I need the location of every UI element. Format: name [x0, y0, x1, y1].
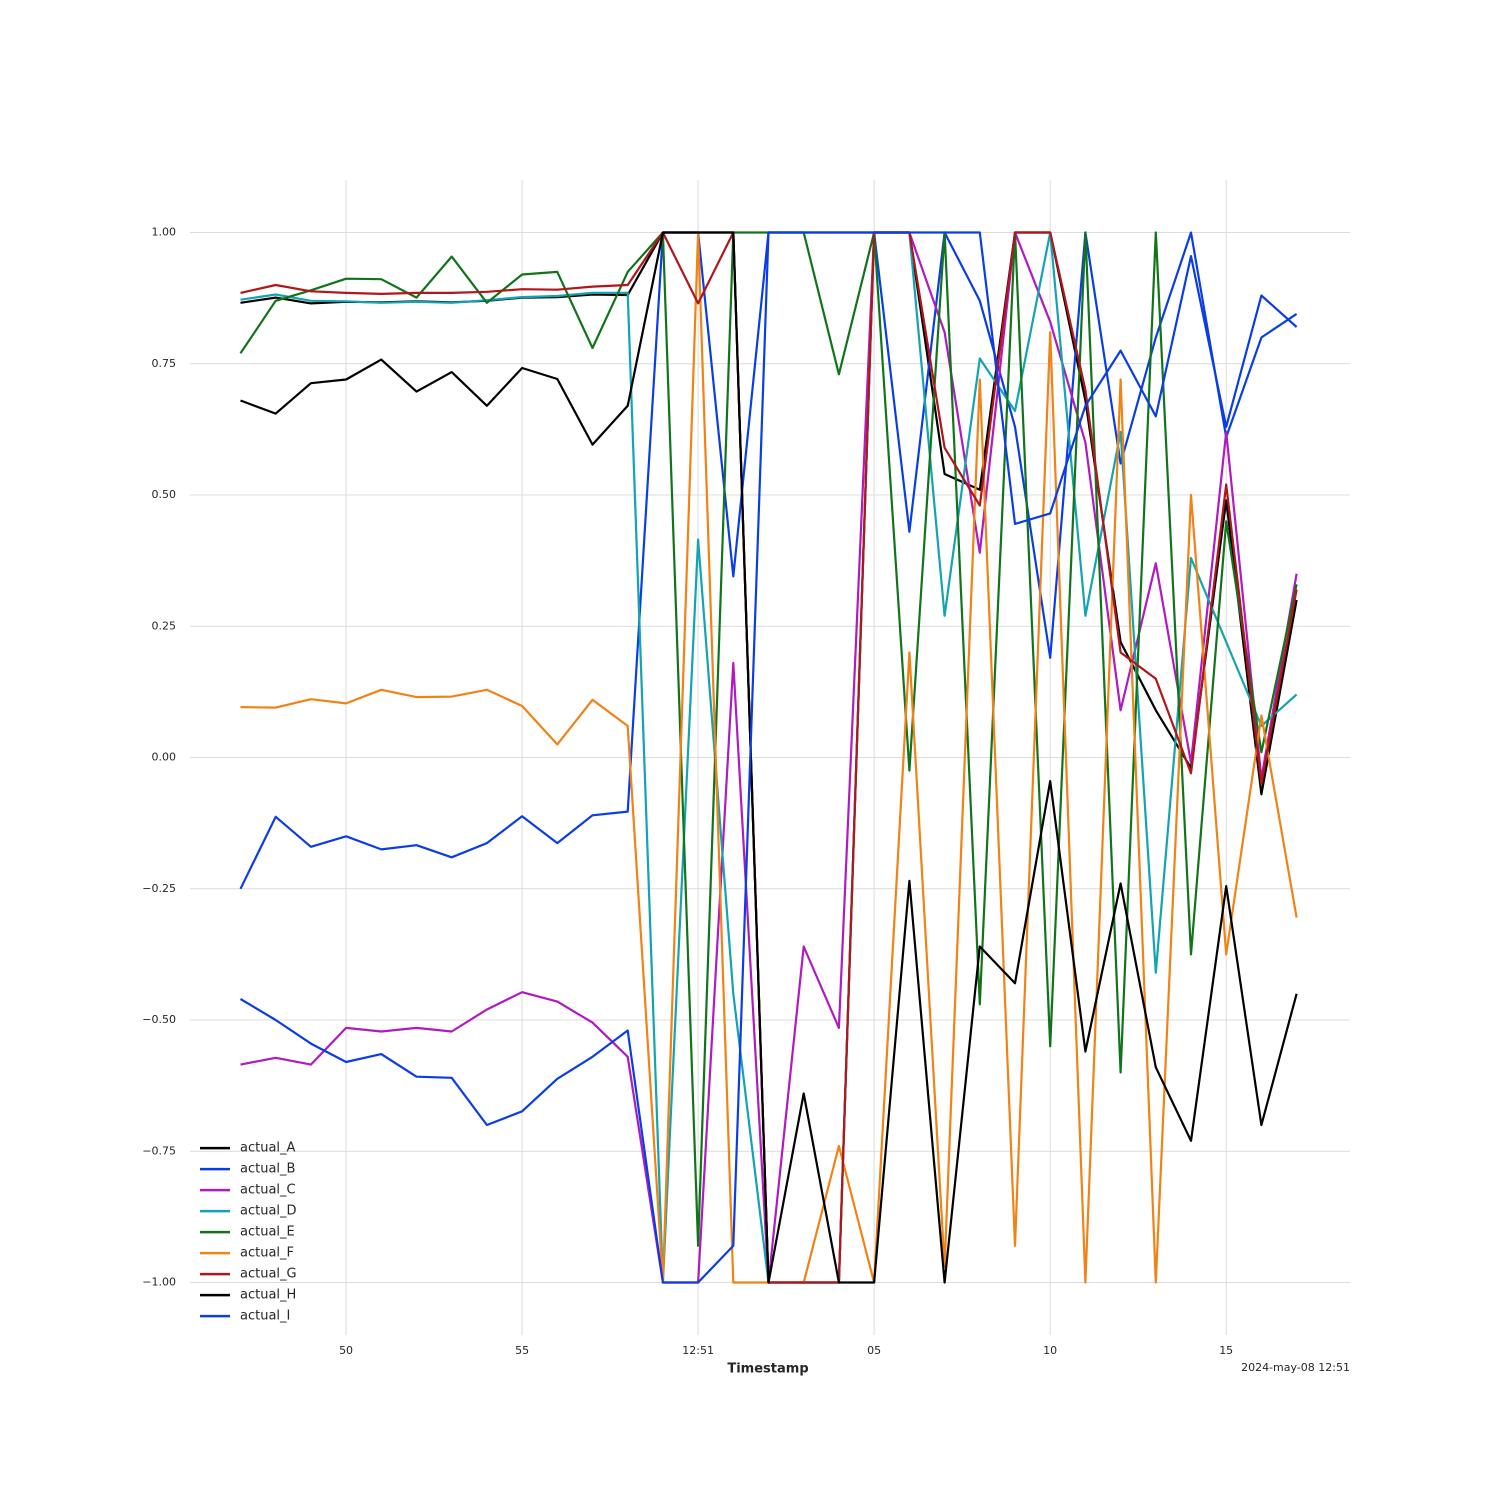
legend-label: actual_A — [240, 1141, 296, 1156]
y-tick-label: 0.50 — [152, 488, 177, 501]
series-line — [240, 231, 1298, 1284]
y-tick-label: −1.00 — [142, 1276, 176, 1289]
x-tick-label: 55 — [515, 1344, 529, 1357]
y-tick-label: 1.00 — [152, 226, 177, 239]
y-tick-label: 0.00 — [152, 751, 177, 764]
y-tick-label: 0.25 — [152, 619, 177, 632]
legend-label: actual_F — [240, 1246, 294, 1261]
legend-label: actual_G — [240, 1267, 297, 1282]
x-tick-label: 05 — [867, 1344, 881, 1357]
series-line — [239, 231, 1298, 890]
series-line — [239, 231, 1298, 1284]
x-axis-label: Timestamp — [727, 1362, 808, 1377]
y-tick-label: −0.75 — [142, 1144, 176, 1157]
legend-label: actual_D — [240, 1204, 297, 1219]
x-tick-label: 15 — [1219, 1344, 1233, 1357]
y-tick-label: −0.25 — [142, 882, 176, 895]
x-offset-label: 2024-may-08 12:51 — [1241, 1361, 1350, 1374]
legend-label: actual_E — [240, 1225, 295, 1240]
y-tick-label: 0.75 — [152, 357, 177, 370]
legend-label: actual_C — [240, 1183, 296, 1198]
legend-label: actual_H — [240, 1288, 296, 1303]
x-tick-label: 50 — [339, 1344, 353, 1357]
legend-label: actual_B — [240, 1162, 295, 1177]
x-tick-label: 12:51 — [682, 1344, 714, 1357]
legend-label: actual_I — [240, 1309, 290, 1324]
y-tick-label: −0.50 — [142, 1013, 176, 1026]
x-tick-label: 10 — [1043, 1344, 1057, 1357]
